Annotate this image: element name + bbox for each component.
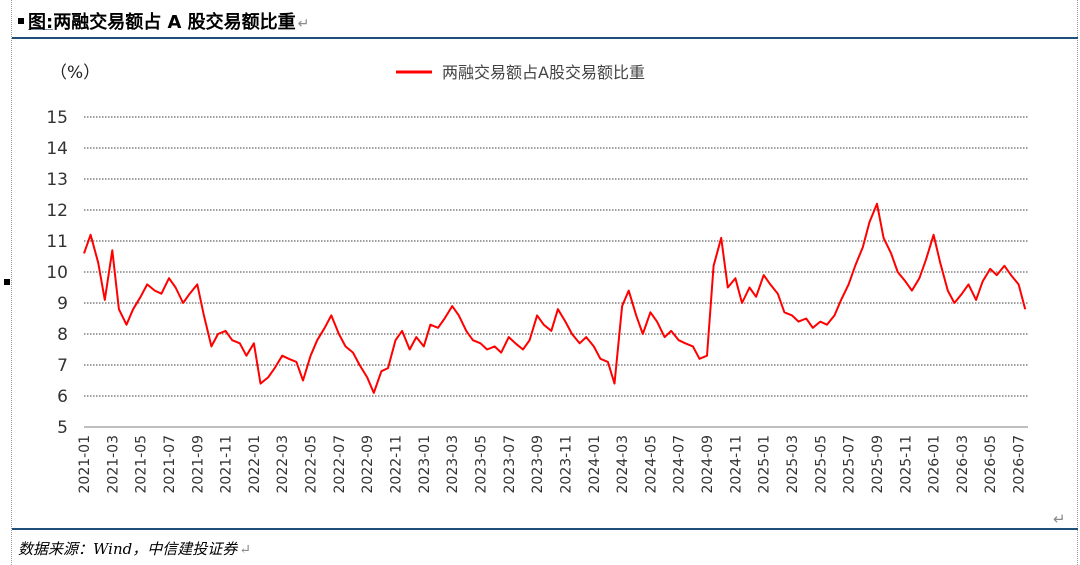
x-tick-label: 2022-01	[247, 435, 263, 494]
y-tick-label: 5	[57, 418, 68, 438]
x-tick-label: 2023-09	[530, 435, 546, 494]
source-note: 数据来源：Wind，中信建投证券 ↵	[18, 538, 251, 559]
figure-title-bar: 图:两融交易额占 A 股交易额比重 ↵	[0, 0, 1080, 38]
figure-title-prefix: 图:	[28, 12, 54, 33]
x-tick-label: 2026-07	[1012, 435, 1028, 494]
figure-title-text: 两融交易额占 A 股交易额比重	[53, 12, 296, 33]
legend: 两融交易额占A股交易额比重	[396, 63, 645, 82]
left-dotted-border	[11, 0, 12, 565]
series-line	[83, 202, 1027, 394]
bottom-rule	[12, 528, 1078, 530]
x-tick-label: 2022-05	[304, 435, 320, 494]
x-tick-label: 2021-07	[162, 435, 178, 494]
source-text: 数据来源：Wind，中信建投证券	[18, 540, 238, 558]
x-tick-label: 2026-01	[927, 435, 943, 494]
bullet-square-icon	[4, 279, 10, 285]
x-tick-label: 2022-03	[275, 435, 291, 494]
y-tick-label: 10	[46, 263, 68, 283]
right-dotted-border	[1077, 0, 1078, 565]
x-tick-label: 2022-07	[332, 435, 348, 494]
x-tick-label: 2023-07	[502, 435, 518, 494]
x-tick-label: 2025-05	[813, 435, 829, 494]
return-arrow-icon: ↵	[1053, 510, 1066, 528]
y-tick-label: 13	[46, 170, 68, 190]
y-tick-label: 11	[46, 232, 68, 252]
x-tick-label: 2023-05	[473, 435, 489, 494]
y-tick-label: 7	[57, 356, 68, 376]
y-axis-label: （%）	[50, 63, 100, 83]
x-tick-label: 2021-05	[134, 435, 150, 494]
y-tick-label: 15	[46, 108, 68, 128]
x-tick-label: 2021-11	[219, 435, 235, 494]
x-tick-label: 2026-03	[955, 435, 971, 494]
y-tick-label: 6	[57, 387, 68, 407]
x-tick-label: 2023-01	[417, 435, 433, 494]
top-rule	[12, 37, 1078, 39]
grid-lines	[84, 116, 1028, 428]
x-tick-label: 2024-11	[728, 435, 744, 494]
x-tick-label: 2021-01	[77, 435, 93, 494]
x-tick-label: 2024-05	[643, 435, 659, 494]
x-tick-label: 2025-03	[785, 435, 801, 494]
x-tick-label: 2025-11	[898, 435, 914, 494]
x-tick-label: 2024-03	[615, 435, 631, 494]
return-arrow-icon: ↵	[297, 16, 310, 32]
figure-title: 图:两融交易额占 A 股交易额比重 ↵	[18, 8, 309, 34]
x-tick-label: 2025-07	[842, 435, 858, 494]
x-tick-label: 2021-09	[190, 435, 206, 494]
x-tick-label: 2021-03	[105, 435, 121, 494]
return-arrow-icon: ↵	[239, 542, 251, 558]
x-tick-label: 2025-01	[757, 435, 773, 494]
x-tick-label: 2023-11	[558, 435, 574, 494]
y-tick-label: 12	[46, 201, 68, 221]
legend-label: 两融交易额占A股交易额比重	[442, 63, 645, 82]
y-tick-label: 9	[57, 294, 68, 314]
x-tick-label: 2022-11	[389, 435, 405, 494]
x-tick-label: 2022-09	[360, 435, 376, 494]
bullet-square-icon	[18, 18, 24, 24]
x-tick-label: 2026-05	[983, 435, 999, 494]
x-tick-label: 2023-03	[445, 435, 461, 494]
x-tick-label: 2024-09	[700, 435, 716, 494]
y-tick-labels: 15 14 13 12 11 10 9 8 7 6 5	[46, 108, 68, 438]
x-tick-label: 2024-01	[587, 435, 603, 494]
y-tick-label: 8	[57, 325, 68, 345]
x-tick-label: 2025-09	[870, 435, 886, 494]
x-tick-label: 2024-07	[672, 435, 688, 494]
x-tick-labels: 2021-01 2021-03 2021-05 2021-07 2021-09 2021-…	[77, 435, 1028, 494]
y-tick-label: 14	[46, 139, 68, 159]
